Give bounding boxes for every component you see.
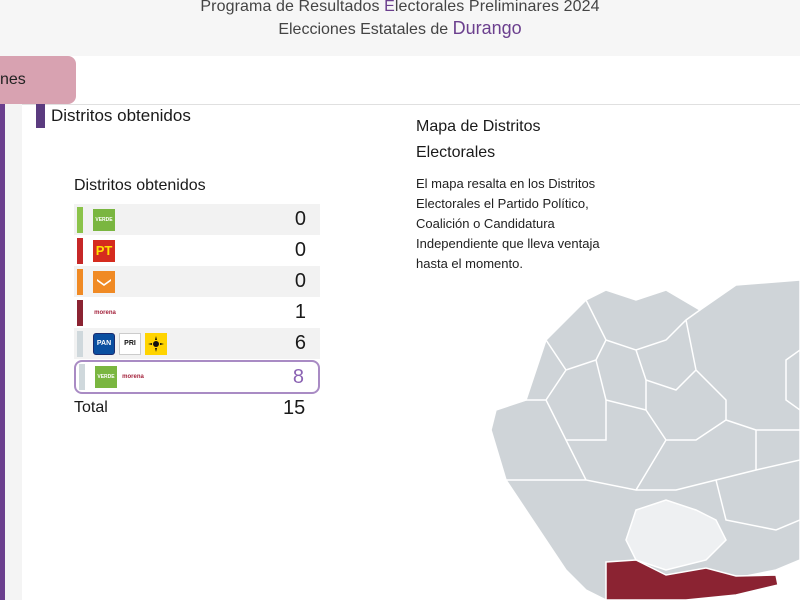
pt-logo-icon: PT <box>93 239 115 262</box>
party-color-stripe <box>77 237 83 264</box>
section-header: Distritos obtenidos <box>36 104 191 128</box>
party-row-morena[interactable]: morena 1 <box>74 297 320 328</box>
verde-logo-icon: VERDE <box>95 366 117 388</box>
coalition-row-pan-pri-prd[interactable]: PAN PRI 6 <box>74 328 320 359</box>
prd-logo-icon <box>145 332 167 355</box>
party-color-stripe <box>77 268 83 295</box>
section-marker <box>36 104 45 128</box>
page-header: Programa de Resultados Electorales Preli… <box>0 0 800 56</box>
district-boundary <box>506 299 800 531</box>
party-color-stripe <box>77 330 83 357</box>
pri-logo-icon: PRI <box>119 332 141 355</box>
party-row-pt[interactable]: PT 0 <box>74 235 320 266</box>
party-color-stripe <box>77 299 83 326</box>
left-accent-bar <box>0 104 5 600</box>
program-title: Programa de Resultados Electorales Preli… <box>200 0 600 15</box>
tab-label: nes <box>0 71 26 88</box>
party-color-stripe <box>79 364 85 390</box>
left-rail <box>0 104 22 600</box>
district-count: 6 <box>294 332 306 354</box>
district-region[interactable] <box>785 349 800 411</box>
party-color-stripe <box>77 206 83 233</box>
district-count: 8 <box>292 365 304 388</box>
election-subtitle: Elecciones Estatales de Durango <box>278 18 522 38</box>
morena-logo-icon: morena <box>94 309 116 316</box>
district-region[interactable] <box>625 499 727 571</box>
district-region[interactable] <box>605 559 779 600</box>
district-count: 0 <box>294 270 306 292</box>
coalition-row-verde-morena[interactable]: VERDE morena 8 <box>74 360 320 394</box>
pan-logo-icon: PAN <box>93 332 115 355</box>
district-count: 0 <box>294 239 306 261</box>
section-title: Distritos obtenidos <box>51 106 191 125</box>
districts-table: VERDE 0 PT 0 0 morena 1 PAN PRI 6 VERDE <box>74 204 320 394</box>
morena-logo-icon: morena <box>122 374 144 380</box>
map-title: Mapa de Distritos Electorales <box>416 118 541 161</box>
district-map <box>490 280 800 600</box>
card-title: Distritos obtenidos <box>74 177 206 194</box>
total-label: Total <box>74 399 108 416</box>
party-row-mc[interactable]: 0 <box>74 266 320 297</box>
map-description: El mapa resalta en los Distritos Elector… <box>416 176 600 271</box>
tab-elecciones[interactable]: nes <box>0 56 76 104</box>
district-count: 1 <box>294 301 306 323</box>
total-value: 15 <box>283 397 306 419</box>
district-count: 0 <box>294 208 306 230</box>
verde-logo-icon: VERDE <box>93 208 115 231</box>
party-row-verde[interactable]: VERDE 0 <box>74 204 320 235</box>
mc-logo-icon <box>93 270 115 293</box>
district-region[interactable] <box>490 280 800 600</box>
divider <box>0 104 800 105</box>
state-name: Durango <box>452 18 522 38</box>
